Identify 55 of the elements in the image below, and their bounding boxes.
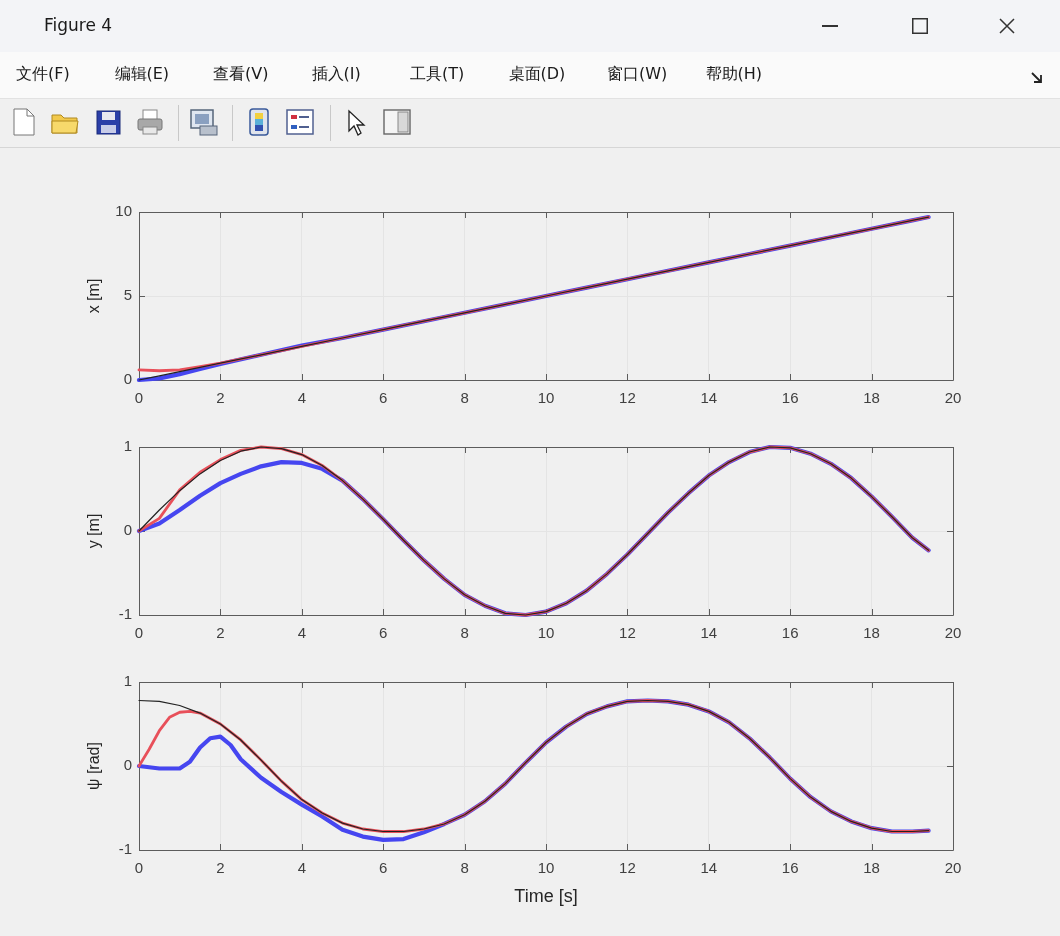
x-tick-label: 14 bbox=[700, 859, 718, 877]
x-tick-label: 16 bbox=[781, 859, 799, 877]
text: 插入(I) bbox=[311, 64, 361, 85]
x-tick-label: 20 bbox=[944, 624, 962, 642]
x-tick-label: 4 bbox=[297, 624, 306, 642]
x-tick-label: 12 bbox=[619, 624, 636, 642]
x-tick-label: 12 bbox=[619, 859, 636, 877]
x-tick-label: 6 bbox=[379, 389, 388, 407]
text: 工具(T) bbox=[410, 64, 465, 85]
x-tick-label: 16 bbox=[781, 389, 799, 407]
text: 窗口(W) bbox=[607, 64, 668, 85]
x-tick-label: 2 bbox=[216, 624, 225, 642]
y-tick-label: 1 bbox=[123, 437, 132, 455]
x-tick-label: 2 bbox=[216, 389, 225, 407]
y-tick-label: 0 bbox=[123, 521, 132, 539]
y-tick-label: -1 bbox=[118, 605, 132, 623]
x-tick-label: 4 bbox=[297, 859, 306, 877]
x-tick-label: 14 bbox=[700, 389, 718, 407]
x-tick-label: 12 bbox=[619, 389, 636, 407]
x-tick-label: 20 bbox=[944, 859, 962, 877]
text: 桌面(D) bbox=[508, 64, 566, 85]
y-tick-label: -1 bbox=[118, 840, 132, 858]
text: 帮助(H) bbox=[705, 64, 763, 85]
x-axis-title: Time [s] bbox=[514, 886, 578, 907]
text: Figure 4 bbox=[44, 15, 113, 35]
x-tick-label: 20 bbox=[944, 389, 962, 407]
x-tick-label: 16 bbox=[781, 624, 799, 642]
y-axis-title: ψ [rad] bbox=[85, 742, 103, 790]
x-tick-label: 0 bbox=[134, 624, 144, 642]
x-tick-label: 18 bbox=[863, 859, 880, 877]
y-tick-label: 10 bbox=[115, 202, 132, 220]
text: 查看(V) bbox=[213, 64, 269, 85]
x-tick-label: 8 bbox=[460, 389, 469, 407]
y-tick-label: 0 bbox=[123, 370, 132, 388]
x-tick-label: 0 bbox=[134, 389, 144, 407]
x-tick-label: 14 bbox=[700, 624, 718, 642]
x-tick-label: 4 bbox=[297, 389, 306, 407]
x-tick-label: 10 bbox=[537, 624, 555, 642]
x-tick-label: 18 bbox=[863, 624, 880, 642]
x-tick-label: 6 bbox=[379, 624, 388, 642]
y-tick-label: 1 bbox=[123, 672, 132, 690]
x-tick-label: 10 bbox=[537, 389, 555, 407]
y-axis-title: y [m] bbox=[85, 513, 103, 549]
x-tick-label: 2 bbox=[216, 859, 225, 877]
x-tick-label: 0 bbox=[134, 859, 144, 877]
x-tick-label: 8 bbox=[460, 859, 469, 877]
x-tick-label: 8 bbox=[460, 624, 469, 642]
text: 文件(F) bbox=[16, 64, 70, 85]
text: 编辑(E) bbox=[114, 64, 170, 85]
x-tick-label: 18 bbox=[863, 389, 880, 407]
y-tick-label: 5 bbox=[123, 286, 132, 304]
x-tick-label: 10 bbox=[537, 859, 555, 877]
x-tick-label: 6 bbox=[379, 859, 388, 877]
y-tick-label: 0 bbox=[123, 756, 132, 774]
y-axis-title: x [m] bbox=[85, 278, 103, 314]
